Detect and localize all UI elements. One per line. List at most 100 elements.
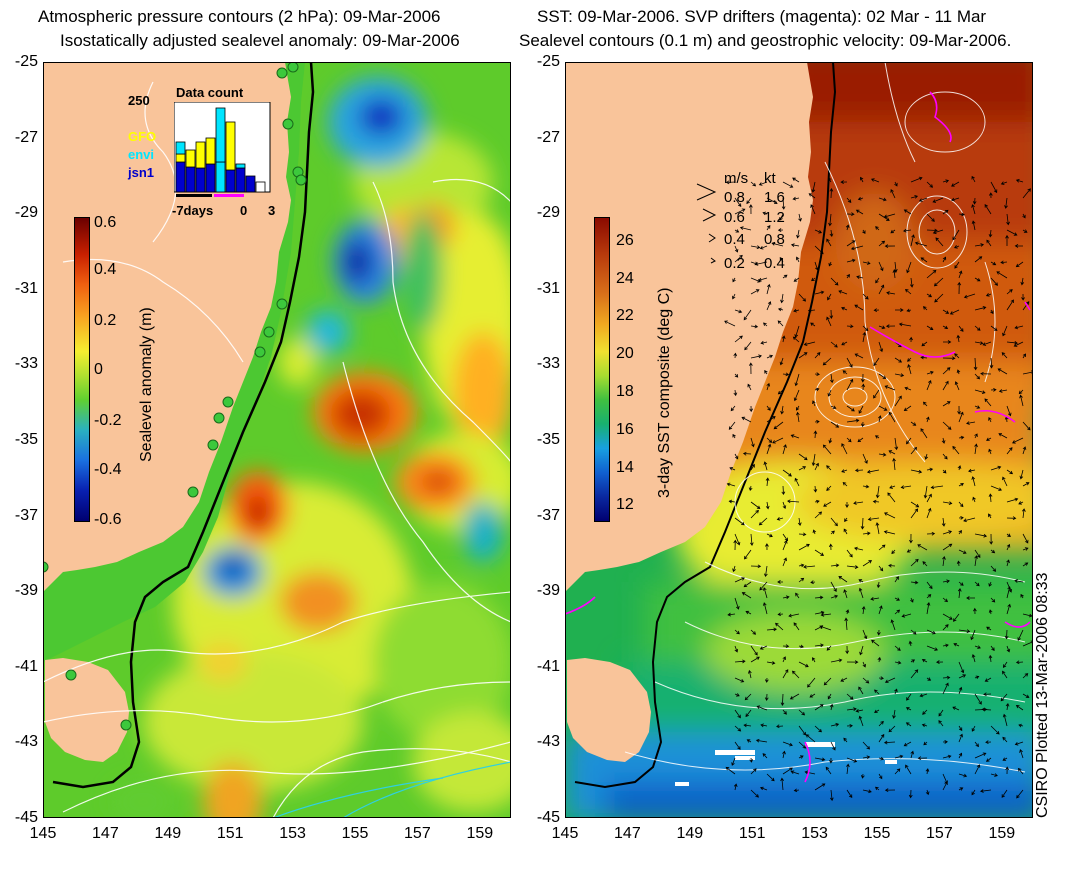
velocity-arrow [728, 421, 736, 430]
velocity-arrow [910, 669, 919, 679]
velocity-arrow [1006, 559, 1010, 567]
velocity-arrow [926, 493, 932, 503]
velocity-arrow [971, 476, 976, 487]
velocity-arrow [862, 629, 868, 640]
velocity-arrow [958, 501, 964, 508]
velocity-arrow [750, 645, 758, 656]
x-tick-label: 145 [551, 825, 579, 842]
velocity-arrow [894, 181, 898, 187]
velocity-arrow [953, 613, 960, 622]
velocity-arrow [998, 389, 1008, 393]
velocity-arrow [990, 465, 1002, 471]
velocity-arrow [798, 532, 807, 537]
sst-map-svg [565, 62, 1033, 818]
velocity-arrow [758, 181, 768, 186]
sealevel-tick-7: -0.6 [94, 511, 122, 528]
velocity-arrow [981, 707, 992, 712]
velocity-arrow [766, 627, 777, 632]
velocity-arrow [988, 448, 992, 455]
velocity-arrow [925, 789, 930, 796]
velocity-arrow [749, 405, 754, 413]
velocity-arrow [1002, 713, 1008, 727]
velocity-arrow [826, 465, 832, 471]
velocity-arrow [782, 274, 788, 279]
velocity-arrow [957, 405, 961, 415]
velocity-arrow [954, 381, 960, 391]
velocity-arrow [1006, 469, 1014, 475]
velocity-arrow [750, 437, 755, 448]
velocity-arrow [845, 645, 850, 655]
velocity-arrow [811, 453, 816, 467]
velocity-arrow [812, 529, 817, 535]
velocity-arrow [726, 482, 736, 487]
velocity-arrow [846, 437, 852, 443]
velocity-arrow [1018, 501, 1024, 505]
velocity-arrow [1006, 289, 1013, 295]
velocity-arrow [958, 787, 964, 791]
velocity-arrow [846, 757, 858, 763]
velocity-arrow [922, 401, 928, 407]
velocity-arrow [829, 789, 834, 802]
velocity-arrow [956, 369, 961, 375]
velocity-arrow [763, 322, 768, 327]
velocity-arrow [798, 577, 805, 583]
velocity-arrow [777, 580, 783, 584]
velocity-arrow [775, 622, 784, 631]
velocity-arrow [998, 433, 1008, 439]
velocity-arrow [862, 325, 869, 332]
velocity-arrow [789, 693, 800, 700]
sealevel-tick-1: 0.6 [94, 214, 117, 231]
y-tick-label: -45 [536, 809, 560, 826]
velocity-arrow [922, 306, 928, 311]
velocity-arrow [862, 755, 871, 760]
velocity-arrow [830, 405, 837, 409]
velocity-arrow [906, 308, 912, 313]
velocity-arrow [925, 768, 930, 775]
velocity-arrow [746, 739, 752, 743]
velocity-arrow [883, 213, 896, 219]
velocity-arrow [766, 354, 774, 359]
velocity-arrow [910, 629, 917, 635]
velocity-arrow [890, 229, 896, 234]
velocity-arrow [907, 357, 912, 362]
shelf-edge-line [52, 62, 315, 789]
velocity-arrow [750, 509, 759, 519]
velocity-legend-arrows [696, 183, 717, 264]
velocity-arrow [804, 770, 816, 775]
velocity-arrow [766, 283, 771, 295]
velocity-arrow [750, 289, 760, 295]
velocity-arrow [942, 501, 953, 505]
velocity-arrow [823, 501, 832, 507]
velocity-arrow [846, 405, 855, 412]
velocity-arrow [782, 469, 792, 477]
velocity-arrow [846, 660, 859, 664]
velocity-arrow [972, 496, 976, 503]
velocity-arrow [830, 421, 840, 428]
velocity-arrow [809, 693, 816, 698]
velocity-arrow [873, 389, 880, 399]
velocity-arrow [739, 226, 752, 231]
velocity-arrow [878, 240, 886, 247]
velocity-arrow [862, 531, 871, 536]
velocity-arrow [878, 565, 884, 572]
velocity-arrow [858, 686, 864, 695]
velocity-arrow [776, 724, 784, 729]
velocity-arrow [1004, 197, 1008, 209]
velocity-arrow [1022, 673, 1029, 679]
velocity-arrow [942, 543, 953, 551]
velocity-arrow [910, 469, 923, 474]
velocity-arrow [814, 783, 826, 791]
velocity-arrow [829, 757, 833, 764]
velocity-arrow [898, 322, 912, 327]
velocity-arrow [884, 788, 896, 793]
data-count-x-mid: 0 [240, 203, 248, 218]
velocity-arrow [942, 209, 949, 215]
velocity-arrow [974, 325, 981, 331]
velocity-arrow [862, 484, 870, 489]
velocity-arrow [970, 629, 976, 641]
velocity-arrow [895, 308, 904, 312]
velocity-arrow [974, 645, 981, 649]
velocity-arrow [926, 594, 932, 599]
y-tick-label: -41 [536, 657, 560, 675]
velocity-arrow [846, 763, 850, 775]
